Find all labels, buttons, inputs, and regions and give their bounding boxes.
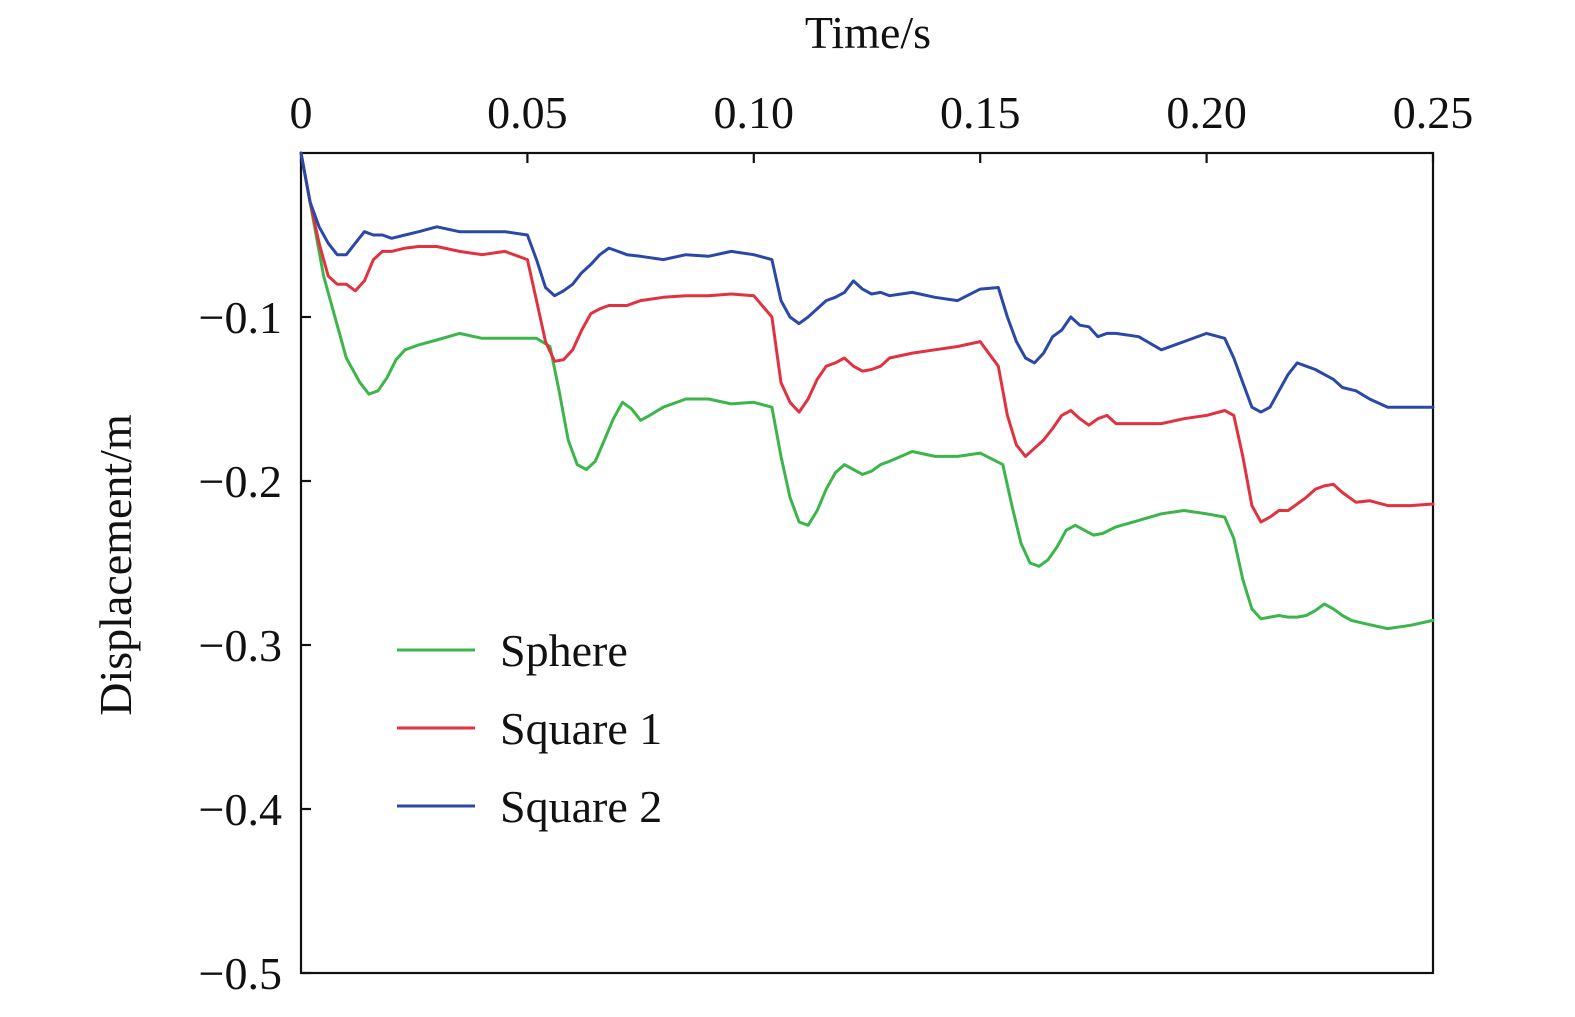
y-tick-label: −0.4 (199, 784, 282, 835)
x-tick-label: 0 (290, 87, 313, 138)
x-tick-label: 0.10 (714, 87, 795, 138)
series-line-square-1 (299, 151, 1435, 524)
x-tick-label: 0.05 (487, 87, 568, 138)
y-axis-title: Displacement/m (90, 414, 141, 716)
series-line-square-2 (299, 151, 1435, 414)
y-tick-label: −0.3 (199, 620, 282, 671)
x-axis-title: Time/s (805, 7, 931, 58)
series-layer (299, 151, 1435, 631)
x-tick-label: 0.25 (1393, 87, 1474, 138)
y-tick-label: −0.5 (199, 948, 282, 999)
y-tick-label: −0.1 (199, 292, 282, 343)
y-tick-label: −0.2 (199, 456, 282, 507)
axes-layer: 0 0.05 0.10 0.15 0.20 0.25 −0.1 −0.2 −0.3 −0.4 −0.… (199, 87, 1474, 999)
legend-label: Sphere (500, 625, 628, 676)
x-tick-label: 0.20 (1166, 87, 1247, 138)
legend: Sphere Square 1 Square 2 (397, 625, 662, 832)
legend-label: Square 2 (500, 781, 662, 832)
plot-frame (299, 151, 1435, 975)
x-tick-label: 0.15 (940, 87, 1021, 138)
legend-label: Square 1 (500, 703, 662, 754)
series-line-sphere (299, 151, 1435, 631)
